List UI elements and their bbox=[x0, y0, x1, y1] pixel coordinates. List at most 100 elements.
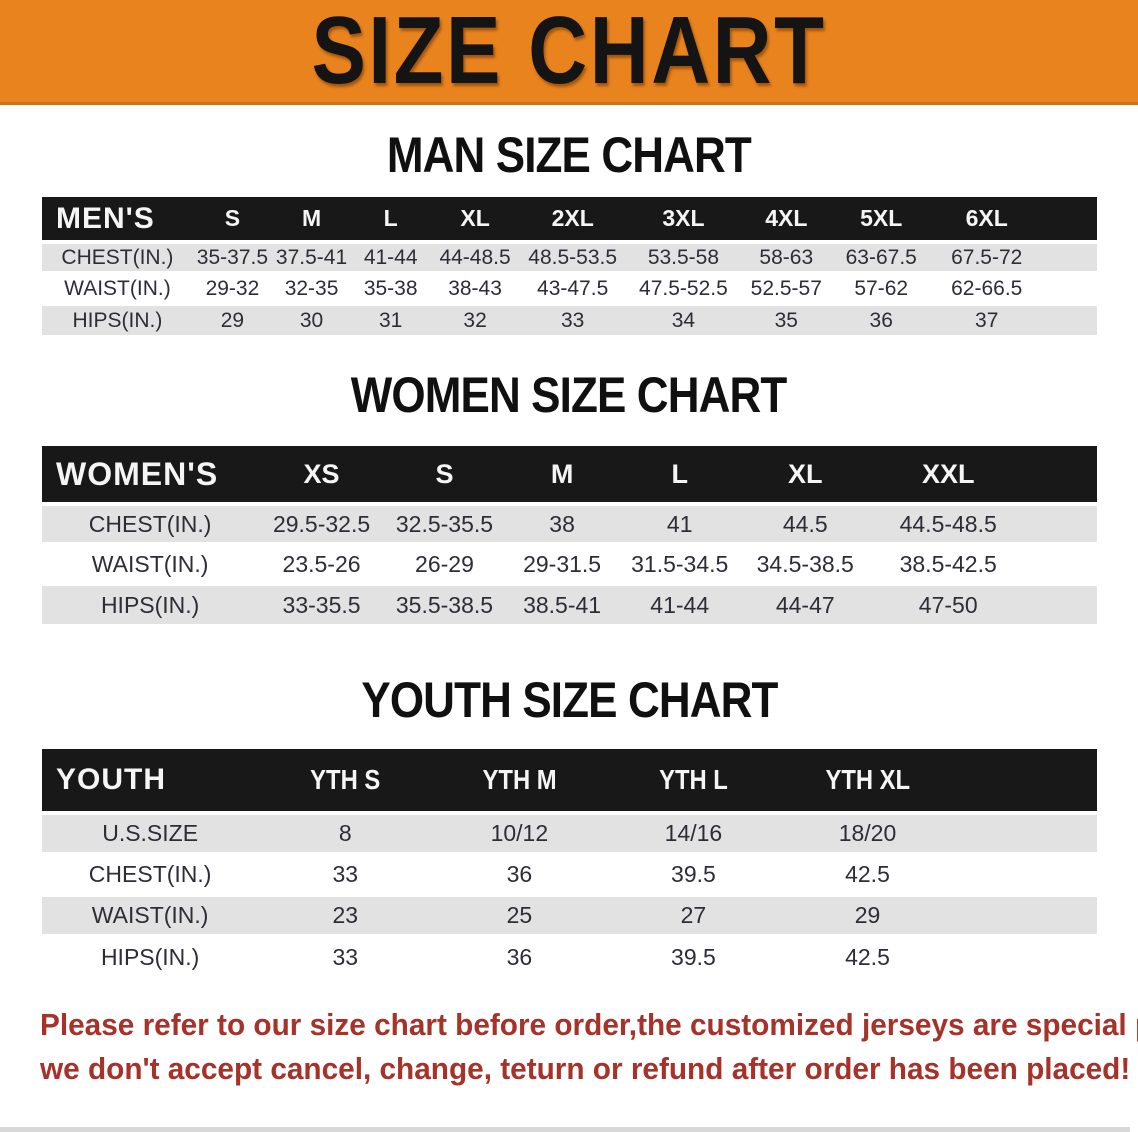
row-spacer bbox=[1042, 273, 1097, 306]
size-value: 35-38 bbox=[351, 273, 431, 306]
row-spacer bbox=[954, 936, 1097, 977]
size-value: 42.5 bbox=[780, 854, 955, 897]
size-value: 29 bbox=[780, 895, 955, 938]
row-spacer bbox=[1042, 304, 1097, 335]
size-value: 30 bbox=[271, 304, 352, 335]
order-policy-line-2: we don't accept cancel, change, teturn o… bbox=[40, 1051, 1131, 1086]
size-value: 31.5-34.5 bbox=[620, 544, 740, 586]
youth-size-m: YTH M bbox=[432, 749, 607, 815]
men-size-3xl: 3XL bbox=[625, 197, 742, 244]
size-value: 39.5 bbox=[606, 936, 781, 977]
row-label: CHEST(IN.) bbox=[42, 854, 259, 897]
men-size-6xl: 6XL bbox=[931, 197, 1043, 244]
youth-size-l: YTH L bbox=[606, 749, 781, 815]
size-value: 35-37.5 bbox=[192, 242, 272, 275]
men-table-title: MEN'S bbox=[42, 197, 193, 244]
men-size-s: S bbox=[192, 197, 272, 244]
women-size-xxl: XXL bbox=[871, 446, 1026, 506]
men-section: MAN SIZE CHART MEN'S S M L XL 2XL 3XL 4X… bbox=[0, 127, 1138, 335]
women-section: WOMEN SIZE CHART WOMEN'S XS S M L XL XXL bbox=[0, 367, 1138, 624]
youth-size-m-label: YTH M bbox=[482, 764, 557, 795]
header-spacer bbox=[1042, 197, 1097, 244]
youth-section: YOUTH SIZE CHART YOUTH YTH S YTH M YTH L… bbox=[0, 672, 1138, 977]
men-waist-row: WAIST(IN.) 29-32 32-35 35-38 38-43 43-47… bbox=[42, 273, 1097, 306]
size-value: 53.5-58 bbox=[625, 242, 742, 275]
size-value: 37.5-41 bbox=[271, 242, 352, 275]
size-value: 48.5-53.5 bbox=[519, 242, 626, 275]
size-value: 26-29 bbox=[384, 544, 505, 586]
youth-size-l-label: YTH L bbox=[659, 764, 728, 795]
row-spacer bbox=[954, 813, 1097, 856]
size-value: 44.5-48.5 bbox=[871, 504, 1026, 546]
page-title: SIZE CHART bbox=[311, 0, 827, 104]
youth-size-s: YTH S bbox=[258, 749, 433, 815]
size-value: 38 bbox=[504, 504, 621, 546]
men-chest-row: CHEST(IN.) 35-37.5 37.5-41 41-44 44-48.5… bbox=[42, 242, 1097, 275]
men-section-heading: MAN SIZE CHART bbox=[0, 127, 1138, 183]
women-section-heading: WOMEN SIZE CHART bbox=[0, 367, 1138, 423]
size-value: 41 bbox=[620, 504, 740, 546]
size-value: 34 bbox=[625, 304, 742, 335]
men-size-xl: XL bbox=[430, 197, 520, 244]
size-value: 33-35.5 bbox=[258, 584, 385, 624]
size-value: 41-44 bbox=[620, 584, 740, 624]
men-section-heading-text: MAN SIZE CHART bbox=[386, 127, 752, 183]
size-value: 63-67.5 bbox=[831, 242, 932, 275]
size-value: 32.5-35.5 bbox=[384, 504, 505, 546]
women-section-heading-text: WOMEN SIZE CHART bbox=[351, 367, 788, 423]
men-size-2xl: 2XL bbox=[519, 197, 626, 244]
youth-chest-row: CHEST(IN.) 33 36 39.5 42.5 bbox=[42, 854, 1097, 897]
row-spacer bbox=[1025, 584, 1097, 624]
youth-size-xl: YTH XL bbox=[780, 749, 955, 815]
size-value: 10/12 bbox=[432, 813, 607, 856]
header-spacer bbox=[1025, 446, 1097, 506]
size-value: 44-47 bbox=[739, 584, 872, 624]
row-label: HIPS(IN.) bbox=[42, 936, 259, 977]
size-value: 47-50 bbox=[871, 584, 1026, 624]
header-spacer bbox=[954, 749, 1097, 815]
men-size-m: M bbox=[271, 197, 352, 244]
row-label: HIPS(IN.) bbox=[42, 304, 193, 335]
youth-section-heading: YOUTH SIZE CHART bbox=[0, 672, 1138, 728]
size-value: 33 bbox=[258, 936, 433, 977]
men-table-header-row: MEN'S S M L XL 2XL 3XL 4XL 5XL 6XL bbox=[42, 197, 1097, 244]
size-value: 23.5-26 bbox=[258, 544, 385, 586]
size-value: 29-31.5 bbox=[504, 544, 621, 586]
row-label: WAIST(IN.) bbox=[42, 544, 259, 586]
size-value: 33 bbox=[519, 304, 626, 335]
youth-section-heading-text: YOUTH SIZE CHART bbox=[360, 672, 778, 728]
men-hips-row: HIPS(IN.) 29 30 31 32 33 34 35 36 37 bbox=[42, 304, 1097, 335]
size-value: 32-35 bbox=[271, 273, 352, 306]
size-value: 38.5-42.5 bbox=[871, 544, 1026, 586]
size-value: 57-62 bbox=[831, 273, 932, 306]
size-value: 41-44 bbox=[351, 242, 431, 275]
row-label: HIPS(IN.) bbox=[42, 584, 259, 624]
size-value: 29-32 bbox=[192, 273, 272, 306]
size-value: 36 bbox=[432, 936, 607, 977]
women-hips-row: HIPS(IN.) 33-35.5 35.5-38.5 38.5-41 41-4… bbox=[42, 584, 1097, 624]
size-value: 29.5-32.5 bbox=[258, 504, 385, 546]
size-value: 52.5-57 bbox=[741, 273, 832, 306]
men-size-5xl: 5XL bbox=[831, 197, 932, 244]
row-spacer bbox=[1025, 544, 1097, 586]
row-label: CHEST(IN.) bbox=[42, 242, 193, 275]
row-spacer bbox=[1025, 504, 1097, 546]
size-value: 44-48.5 bbox=[430, 242, 520, 275]
women-size-l: L bbox=[620, 446, 740, 506]
women-size-xs: XS bbox=[258, 446, 385, 506]
women-chest-row: CHEST(IN.) 29.5-32.5 32.5-35.5 38 41 44.… bbox=[42, 504, 1097, 546]
youth-table-header-row: YOUTH YTH S YTH M YTH L YTH XL bbox=[42, 749, 1097, 815]
women-table-header-row: WOMEN'S XS S M L XL XXL bbox=[42, 446, 1097, 506]
row-spacer bbox=[954, 895, 1097, 938]
women-size-xl: XL bbox=[739, 446, 872, 506]
size-value: 31 bbox=[351, 304, 431, 335]
row-label: WAIST(IN.) bbox=[42, 895, 259, 938]
size-value: 47.5-52.5 bbox=[625, 273, 742, 306]
youth-size-s-label: YTH S bbox=[310, 764, 381, 795]
row-label: WAIST(IN.) bbox=[42, 273, 193, 306]
size-value: 25 bbox=[432, 895, 607, 938]
women-waist-row: WAIST(IN.) 23.5-26 26-29 29-31.5 31.5-34… bbox=[42, 544, 1097, 586]
size-value: 32 bbox=[430, 304, 520, 335]
women-table-title: WOMEN'S bbox=[42, 446, 259, 506]
